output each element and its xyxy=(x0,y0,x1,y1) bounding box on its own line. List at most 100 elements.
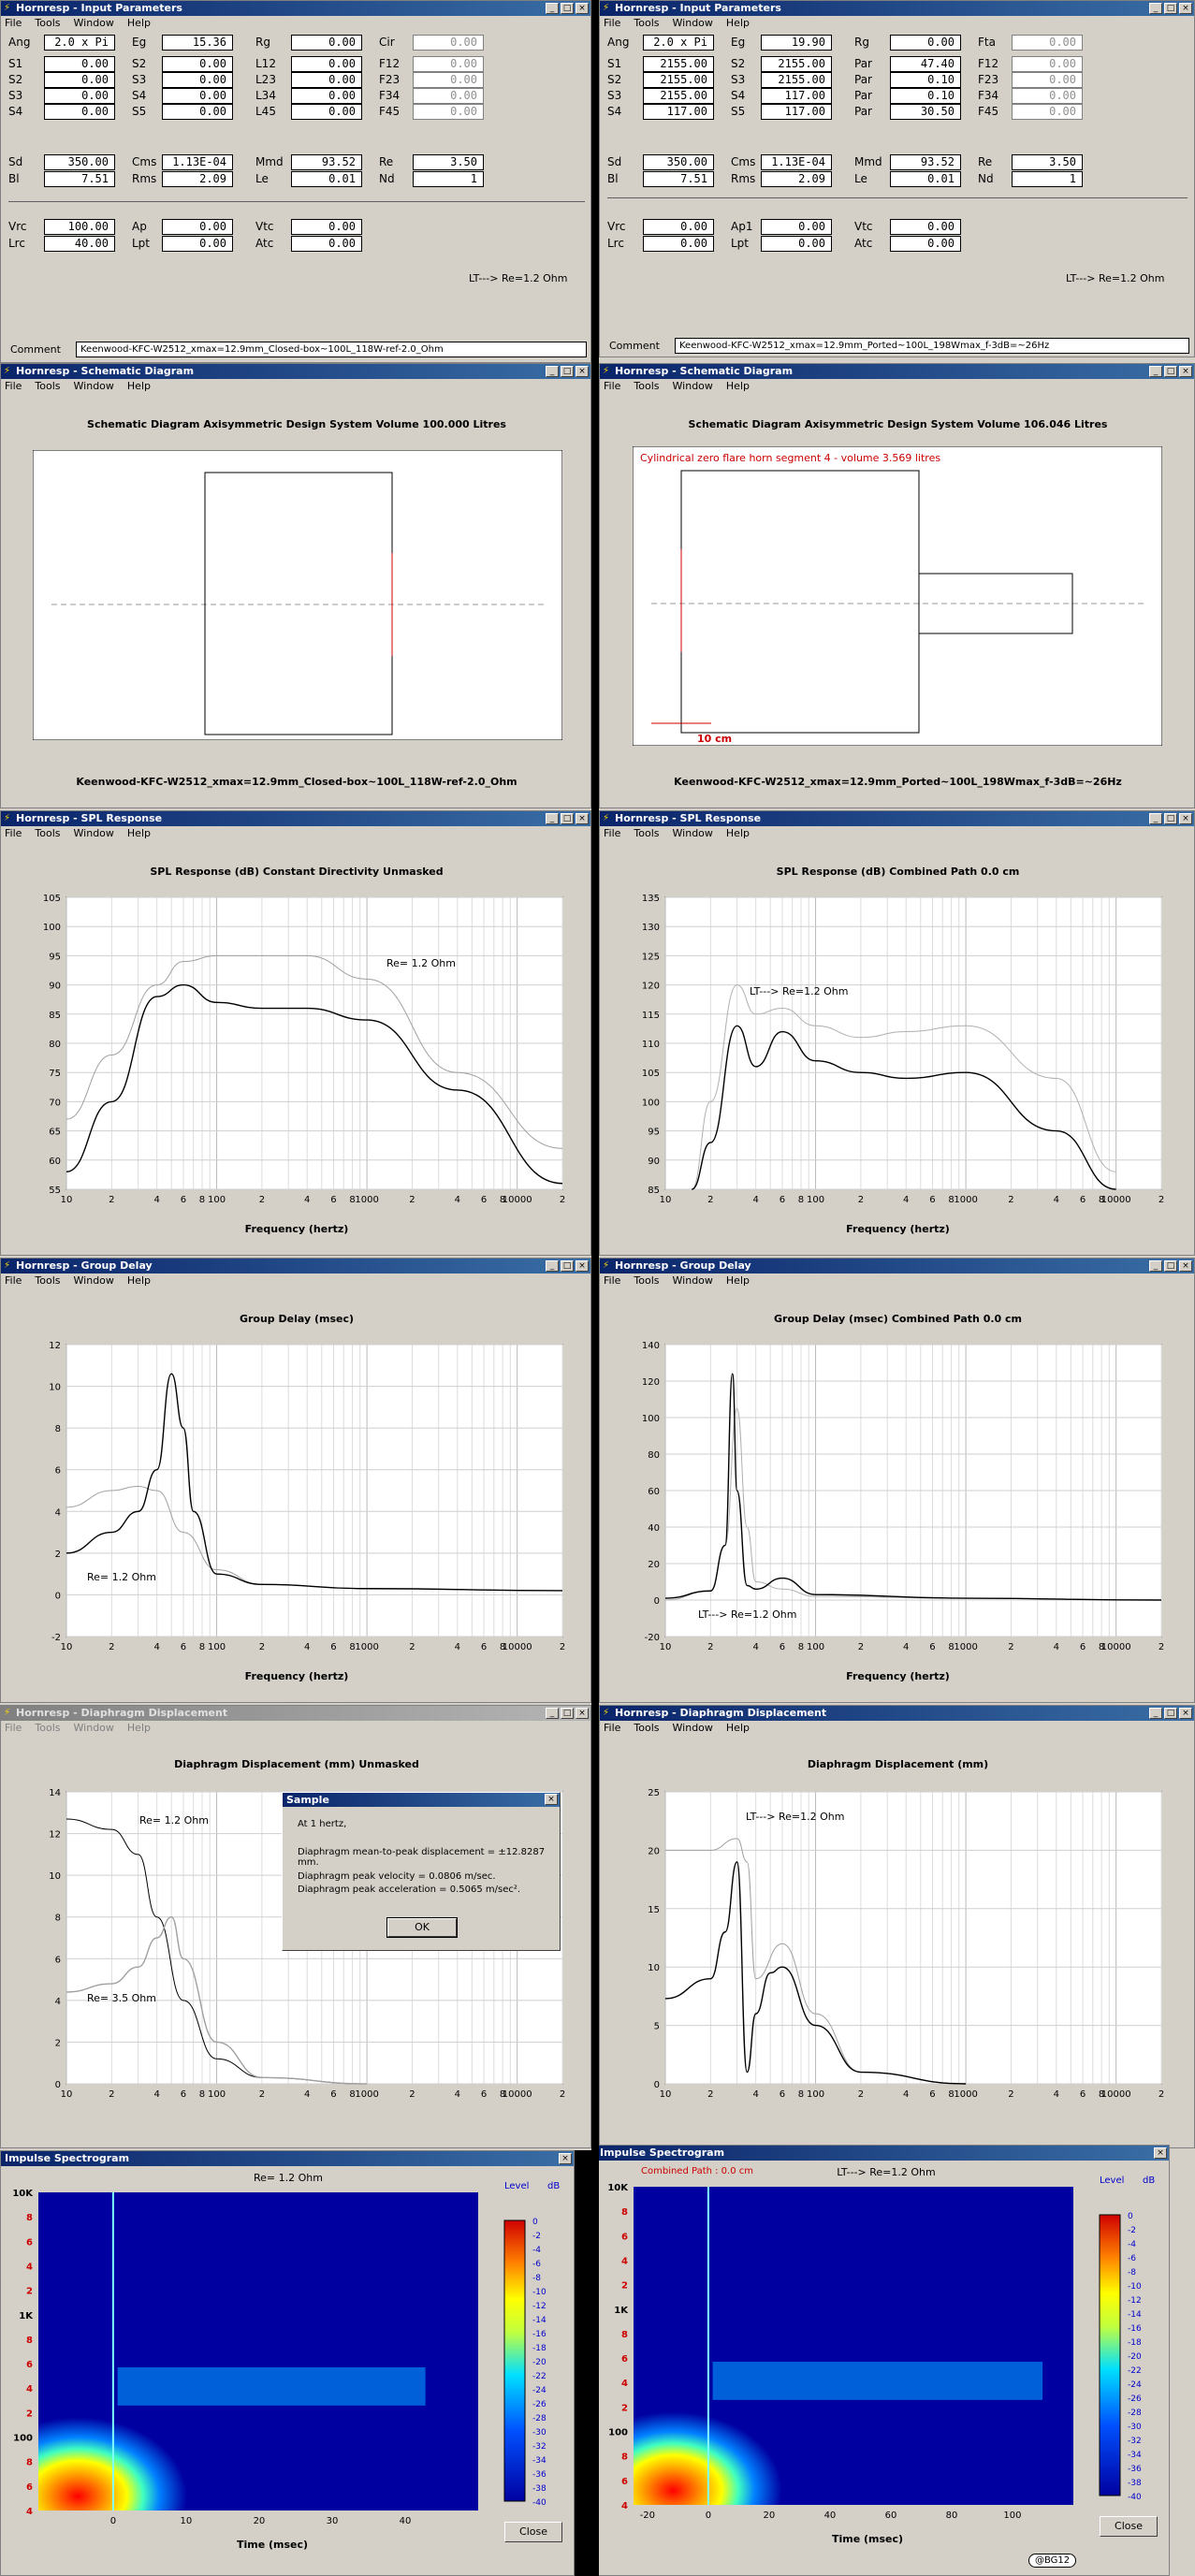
param-field[interactable]: 0.00 xyxy=(162,88,233,104)
param-field[interactable]: 0.00 xyxy=(890,219,961,235)
menu-file[interactable]: File xyxy=(5,17,22,29)
close-button[interactable]: × xyxy=(576,1260,589,1272)
param-field[interactable]: 0.00 xyxy=(162,72,233,88)
titlebar[interactable]: Impulse Spectrogram × xyxy=(1,2151,574,2166)
menu-help[interactable]: Help xyxy=(126,380,151,392)
param-field[interactable]: 0.00 xyxy=(413,88,484,104)
param-field[interactable]: 0.01 xyxy=(291,171,362,187)
menu-window[interactable]: Window xyxy=(73,380,114,392)
menu-window[interactable]: Window xyxy=(672,380,713,392)
param-field[interactable]: 2155.00 xyxy=(643,88,714,104)
close-button[interactable]: × xyxy=(1179,1260,1192,1272)
menu-file[interactable]: File xyxy=(5,1722,22,1734)
menu-file[interactable]: File xyxy=(604,17,621,29)
menu-tools[interactable]: Tools xyxy=(35,827,61,839)
param-field[interactable]: 0.00 xyxy=(890,236,961,252)
param-field[interactable]: 2155.00 xyxy=(761,56,832,72)
param-field[interactable]: 0.00 xyxy=(44,104,115,120)
maximize-button[interactable]: □ xyxy=(1164,1260,1177,1272)
param-field[interactable]: 0.00 xyxy=(1012,88,1083,104)
minimize-button[interactable]: _ xyxy=(1149,1260,1162,1272)
menu-tools[interactable]: Tools xyxy=(35,380,61,392)
param-field[interactable]: 3.50 xyxy=(1012,154,1083,170)
param-field[interactable]: 0.01 xyxy=(890,171,961,187)
menu-window[interactable]: Window xyxy=(672,1274,713,1287)
close-button[interactable]: × xyxy=(1179,366,1192,377)
menu-help[interactable]: Help xyxy=(725,380,750,392)
maximize-button[interactable]: □ xyxy=(1164,1708,1177,1719)
param-field[interactable]: 0.00 xyxy=(291,35,362,51)
param-field[interactable]: 0.00 xyxy=(643,219,714,235)
param-field[interactable]: 0.10 xyxy=(890,88,961,104)
maximize-button[interactable]: □ xyxy=(561,1708,574,1719)
maximize-button[interactable]: □ xyxy=(1164,813,1177,824)
close-button[interactable]: × xyxy=(559,2153,572,2164)
minimize-button[interactable]: _ xyxy=(546,366,559,377)
menu-help[interactable]: Help xyxy=(725,17,750,29)
menu-file[interactable]: File xyxy=(604,380,621,392)
menu-window[interactable]: Window xyxy=(73,1722,114,1734)
titlebar[interactable]: ⚡ Hornresp - Group Delay _ □ × xyxy=(600,1259,1194,1273)
menu-window[interactable]: Window xyxy=(672,827,713,839)
param-field[interactable]: 0.00 xyxy=(291,219,362,235)
param-field[interactable]: 350.00 xyxy=(643,154,714,170)
param-field[interactable]: 117.00 xyxy=(643,104,714,120)
param-field[interactable]: 47.40 xyxy=(890,56,961,72)
titlebar[interactable]: Impulse Spectrogram × xyxy=(596,2146,1169,2161)
param-field[interactable]: 0.00 xyxy=(291,72,362,88)
menu-help[interactable]: Help xyxy=(126,1274,151,1287)
param-field[interactable]: 19.90 xyxy=(761,35,832,51)
param-field[interactable]: 2155.00 xyxy=(761,72,832,88)
menu-tools[interactable]: Tools xyxy=(634,1722,660,1734)
param-field[interactable]: 0.10 xyxy=(890,72,961,88)
menu-window[interactable]: Window xyxy=(73,1274,114,1287)
close-button[interactable]: Close xyxy=(1100,2516,1158,2537)
param-field[interactable]: 0.00 xyxy=(761,219,832,235)
ok-button[interactable]: OK xyxy=(386,1917,458,1938)
close-button[interactable]: × xyxy=(1179,1708,1192,1719)
titlebar[interactable]: ⚡ Hornresp - SPL Response _ □ × xyxy=(1,811,590,826)
param-field[interactable]: 40.00 xyxy=(44,236,115,252)
menu-help[interactable]: Help xyxy=(126,17,151,29)
comment-field[interactable]: Keenwood-KFC-W2512_xmax=12.9mm_Closed-bo… xyxy=(76,342,587,357)
param-field[interactable]: 2155.00 xyxy=(643,56,714,72)
close-button[interactable]: × xyxy=(576,813,589,824)
param-field[interactable]: 1 xyxy=(1012,171,1083,187)
param-field[interactable]: 0.00 xyxy=(44,56,115,72)
param-field[interactable]: 0.00 xyxy=(44,88,115,104)
titlebar[interactable]: ⚡ Hornresp - SPL Response _ □ × xyxy=(600,811,1194,826)
menu-file[interactable]: File xyxy=(5,827,22,839)
menu-file[interactable]: File xyxy=(604,1274,621,1287)
titlebar[interactable]: ⚡ Hornresp - Input Parameters _ □ × xyxy=(1,1,590,16)
param-field[interactable]: 0.00 xyxy=(413,56,484,72)
menu-help[interactable]: Help xyxy=(126,1722,151,1734)
titlebar[interactable]: ⚡ Hornresp - Diaphragm Displacement _ □ × xyxy=(1,1706,590,1721)
param-field[interactable]: 3.50 xyxy=(413,154,484,170)
minimize-button[interactable]: _ xyxy=(546,1260,559,1272)
param-field[interactable]: 0.00 xyxy=(890,35,961,51)
param-field[interactable]: 2.0 x Pi xyxy=(44,35,115,51)
maximize-button[interactable]: □ xyxy=(1164,366,1177,377)
minimize-button[interactable]: _ xyxy=(1149,813,1162,824)
menu-file[interactable]: File xyxy=(5,380,22,392)
param-field[interactable]: 117.00 xyxy=(761,104,832,120)
menu-tools[interactable]: Tools xyxy=(634,380,660,392)
param-field[interactable]: 0.00 xyxy=(162,56,233,72)
param-field[interactable]: 117.00 xyxy=(761,88,832,104)
param-field[interactable]: 93.52 xyxy=(291,154,362,170)
param-field[interactable]: 0.00 xyxy=(761,236,832,252)
minimize-button[interactable]: _ xyxy=(1149,1708,1162,1719)
param-field[interactable]: 0.00 xyxy=(413,35,484,51)
minimize-button[interactable]: _ xyxy=(546,1708,559,1719)
maximize-button[interactable]: □ xyxy=(561,813,574,824)
close-button[interactable]: × xyxy=(576,1708,589,1719)
minimize-button[interactable]: _ xyxy=(546,3,559,14)
param-field[interactable]: 0.00 xyxy=(162,219,233,235)
param-field[interactable]: 2.0 x Pi xyxy=(643,35,714,51)
menu-window[interactable]: Window xyxy=(73,17,114,29)
param-field[interactable]: 0.00 xyxy=(1012,56,1083,72)
close-button[interactable]: × xyxy=(576,366,589,377)
param-field[interactable]: 0.00 xyxy=(1012,72,1083,88)
param-field[interactable]: 0.00 xyxy=(162,104,233,120)
maximize-button[interactable]: □ xyxy=(561,1260,574,1272)
